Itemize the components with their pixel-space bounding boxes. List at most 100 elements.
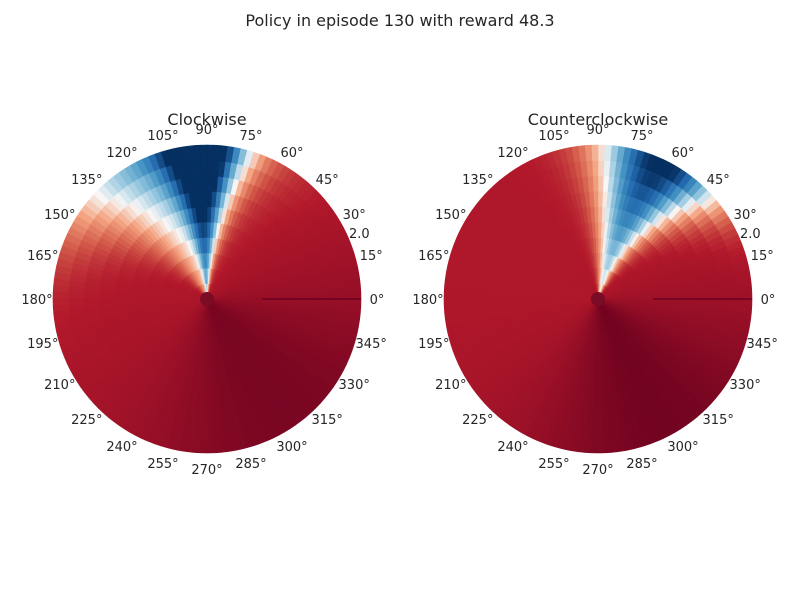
- heatmap-cell: [329, 298, 346, 306]
- heatmap-cell: [329, 292, 346, 300]
- heatmap-cell: [206, 252, 210, 269]
- theta-tick-label: 225°: [462, 413, 493, 428]
- theta-tick-label: 345°: [747, 337, 778, 352]
- heatmap-cell: [459, 292, 476, 300]
- theta-tick-label: 15°: [360, 249, 383, 264]
- plot-title-counterclockwise: Counterclockwise: [528, 110, 668, 129]
- heatmap-cell: [443, 285, 461, 294]
- heatmap-cell: [590, 144, 599, 161]
- heatmap-cell: [206, 437, 215, 454]
- theta-tick-label: 180°: [412, 293, 443, 308]
- heatmap-cell: [211, 175, 219, 192]
- polar-plot-clockwise: Clockwise 0° 15° 30° 45° 60° 75° 90° 105° 120° 13…: [21, 110, 387, 478]
- theta-tick-label: 225°: [71, 413, 102, 428]
- theta-tick-label: 150°: [44, 208, 75, 223]
- heatmap-cell: [199, 144, 208, 161]
- heatmap-cell: [592, 390, 599, 408]
- heatmap-cell: [474, 287, 491, 295]
- theta-tick-label: 45°: [707, 173, 730, 188]
- heatmap-cell: [145, 296, 162, 300]
- heatmap-cell: [329, 304, 346, 312]
- heatmap-cell: [597, 206, 603, 223]
- theta-tick-label: 30°: [343, 208, 366, 223]
- heatmap-cell: [129, 295, 146, 300]
- heatmap-cell: [536, 296, 553, 300]
- theta-tick-label: 90°: [195, 123, 218, 138]
- heatmap-cell: [597, 190, 604, 208]
- theta-tick-label: 300°: [667, 440, 698, 455]
- heatmap-cell: [505, 294, 522, 300]
- theta-tick-label: 240°: [106, 440, 137, 455]
- heatmap-cell: [345, 291, 362, 300]
- heatmap-cell: [736, 291, 753, 300]
- theta-tick-label: 105°: [147, 129, 178, 144]
- heatmap-cell: [83, 287, 100, 295]
- heatmap-cell: [204, 329, 208, 346]
- theta-tick-label: 0°: [761, 293, 776, 308]
- r-tick-label-counterclockwise: 2.0: [740, 227, 761, 242]
- theta-tick-label: 165°: [27, 249, 58, 264]
- figure-suptitle: Policy in episode 130 with reward 48.3: [245, 11, 554, 30]
- theta-tick-label: 270°: [582, 463, 613, 478]
- r-tick-label-clockwise: 2.0: [349, 227, 370, 242]
- theta-tick-label: 345°: [356, 337, 387, 352]
- heatmap-cell: [345, 298, 362, 307]
- heatmap-cell: [194, 421, 202, 438]
- heatmap-cell: [597, 252, 601, 269]
- heatmap-cell: [206, 144, 215, 161]
- heatmap-cell: [597, 175, 604, 192]
- polar-plot-counterclockwise: Counterclockwise 0° 15° 30° 45° 60° 75° 90° 105…: [412, 110, 778, 478]
- heatmap-cell: [203, 360, 208, 377]
- theta-tick-label: 135°: [71, 173, 102, 188]
- theta-tick-label: 315°: [703, 413, 734, 428]
- heatmap-cell: [603, 144, 612, 162]
- theta-tick-label: 210°: [44, 378, 75, 393]
- heatmap-cell: [314, 298, 331, 305]
- heatmap-cell: [597, 160, 605, 177]
- heatmap-cell: [591, 421, 599, 438]
- heatmap-cell: [585, 421, 593, 438]
- heatmap-cell: [68, 292, 85, 300]
- theta-tick-label: 60°: [280, 146, 303, 161]
- heatmap-cell: [52, 285, 70, 294]
- heatmap-cell: [83, 293, 100, 300]
- heatmap-cell: [705, 298, 722, 305]
- theta-tick-label: 240°: [497, 440, 528, 455]
- theta-tick-label: 15°: [751, 249, 774, 264]
- theta-tick-label: 120°: [497, 146, 528, 161]
- heatmap-cell: [237, 298, 254, 302]
- heatmap-cell: [459, 298, 476, 306]
- heatmap-cell: [202, 375, 208, 392]
- heatmap-cell: [114, 294, 131, 300]
- theta-tick-label: 45°: [316, 173, 339, 188]
- theta-tick-label: 270°: [191, 463, 222, 478]
- theta-tick-label: 60°: [671, 146, 694, 161]
- heatmap-cell: [206, 206, 212, 223]
- heatmap-cell: [206, 237, 210, 254]
- heatmap-cell: [443, 291, 460, 300]
- theta-tick-label: 330°: [730, 378, 761, 393]
- heatmap-cell: [597, 221, 602, 238]
- heatmap-cell: [720, 292, 737, 300]
- heatmap-cell: [206, 221, 211, 238]
- theta-tick-label: 330°: [339, 378, 370, 393]
- theta-tick-label: 285°: [235, 457, 266, 472]
- heatmap-cell: [628, 298, 645, 302]
- heatmap-cell: [52, 298, 69, 307]
- heatmap-cell: [160, 296, 177, 300]
- heatmap-cell: [705, 303, 722, 311]
- heatmap-cell: [603, 160, 611, 177]
- heatmap-wedges-clockwise: [52, 144, 362, 454]
- heatmap-cell: [489, 293, 507, 300]
- heatmap-cell: [212, 144, 221, 162]
- heatmap-cell: [597, 237, 601, 254]
- heatmap-cell: [98, 293, 116, 300]
- heatmap-cell: [597, 144, 606, 161]
- theta-tick-label: 150°: [435, 208, 466, 223]
- heatmap-cell: [212, 160, 220, 177]
- theta-tick-label: 180°: [21, 293, 52, 308]
- heatmap-cell: [206, 421, 214, 438]
- heatmap-cell: [595, 344, 599, 361]
- theta-tick-label: 120°: [106, 146, 137, 161]
- heatmap-cell: [586, 406, 594, 423]
